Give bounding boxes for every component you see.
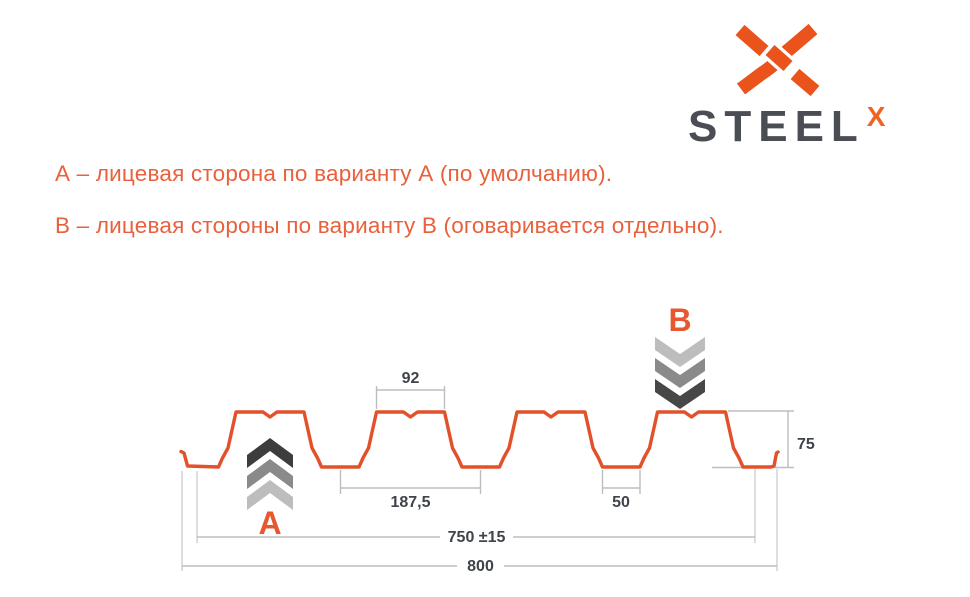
- logo-wordmark: STEELX: [688, 101, 886, 152]
- dim-working-width-value: 750 ±15: [448, 529, 506, 546]
- dim-height-lines: [712, 410, 794, 469]
- dim-overall-width-value: 800: [467, 558, 494, 575]
- profile-outline: [179, 410, 780, 469]
- dim-crest-width-lines: [375, 386, 446, 409]
- side-a-arrows-icon: [247, 438, 293, 510]
- dim-pitch-lines: [339, 470, 482, 494]
- dim-crest-width-value: 92: [402, 370, 420, 387]
- dim-pitch-value: 187,5: [390, 494, 430, 511]
- logo-x-middle-bar: [765, 44, 793, 72]
- logo-x-arm-topleft: [735, 24, 769, 57]
- dim-valley-value: 50: [612, 494, 630, 511]
- legend-line-b: В – лицевая стороны по варианту В (огова…: [55, 213, 724, 238]
- extension-lines: [181, 469, 778, 571]
- side-a-label: А: [258, 505, 281, 541]
- legend-line-a: А – лицевая сторона по варианту А (по ум…: [55, 161, 613, 186]
- steelx-logo: STEELX: [686, 18, 901, 151]
- logo-x-icon: [735, 23, 820, 97]
- side-b-arrows-icon: [655, 337, 705, 409]
- side-b-label: B: [668, 302, 691, 338]
- logo-x-arm-bottomright: [790, 68, 820, 97]
- logo-brand-text: STEEL: [688, 102, 865, 151]
- dim-height-value: 75: [797, 436, 815, 453]
- dim-valley-lines: [601, 470, 641, 494]
- logo-suffix-x: X: [866, 101, 886, 132]
